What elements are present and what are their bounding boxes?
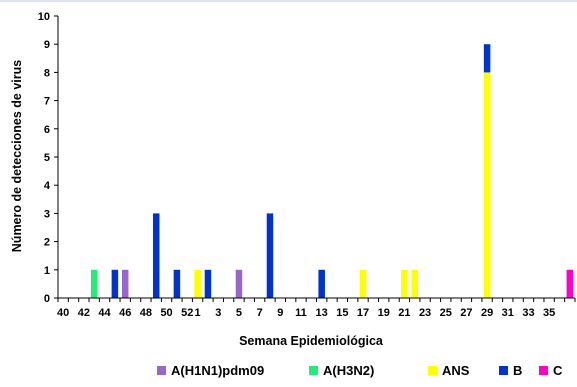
legend: A(H1N1)pdm09 A(H3N2) ANS B C [157,363,563,378]
x-tick-label: 50 [160,307,172,319]
bar-segment [483,72,491,299]
x-tick-label: 25 [440,307,452,319]
bar-segment [483,44,491,73]
y-tick-label: 7 [44,96,50,108]
legend-swatch [309,366,318,375]
y-axis-title: Número de detecciones de virus [10,60,24,252]
y-tick-label: 1 [44,265,50,277]
x-tick-label: 5 [236,307,242,319]
bar-segment [173,269,181,298]
y-tick-label: 2 [44,237,50,249]
x-tick-label: 42 [78,307,90,319]
x-tick-label: 15 [336,307,348,319]
x-tick-label: 27 [460,307,472,319]
bar-segment [90,269,98,298]
x-tick-label: 21 [398,307,410,319]
x-axis-title: Semana Epidemiológica [239,334,384,348]
legend-label: B [513,363,522,378]
x-tick-label: 13 [316,307,328,319]
bar-segment [194,269,201,298]
x-axis: 40 42 44 46 48 50 52 1 3 5 7 9 11 13 15 17 19 21 23 25 27 29 3… [57,297,576,319]
legend-label: ANS [442,363,470,378]
x-tick-label: 31 [502,307,514,319]
legend-swatch [157,366,166,375]
bar-segment [266,213,274,298]
y-tick-label: 0 [44,293,50,305]
bar-segment [111,269,119,298]
x-tick-label: 23 [419,307,431,319]
x-tick-label: 52 [181,307,193,319]
legend-label: A(H3N2) [323,363,374,378]
x-tick-label: 9 [277,307,283,319]
bar-segment [121,269,129,298]
legend-swatch [428,366,437,375]
x-tick-label: 40 [57,307,69,319]
x-tick-label: 29 [481,307,493,319]
y-tick-label: 8 [44,67,50,79]
bar-segment [401,269,408,298]
legend-item: C [539,363,563,378]
x-tick-label: 7 [257,307,263,319]
y-tick-label: 4 [44,180,51,192]
x-tick-label: 11 [295,307,307,319]
bar-segment [411,269,418,298]
x-tick-label: 33 [522,307,534,319]
x-tick-label: 19 [378,307,390,319]
y-axis: 0 1 2 3 4 5 6 7 8 9 10 [38,11,59,305]
plot-area [90,44,574,299]
x-tick-label: 17 [357,307,369,319]
y-tick-label: 6 [44,124,50,136]
bar-segment [359,269,367,298]
y-tick-label: 9 [44,39,50,51]
x-tick-label: 48 [140,307,152,319]
y-tick-label: 3 [44,208,50,220]
legend-item: B [499,363,522,378]
legend-label: C [553,363,563,378]
bar-segment [152,213,160,298]
x-tick-label: 44 [98,307,111,319]
legend-item: ANS [428,363,470,378]
legend-item: A(H1N1)pdm09 [157,363,264,378]
bar-segment [318,269,325,298]
y-tick-label: 10 [38,11,50,23]
legend-item: A(H3N2) [309,363,374,378]
x-tick-label: 1 [195,307,201,319]
x-tick-label: 35 [543,307,555,319]
y-tick-label: 5 [44,152,50,164]
bar-segment [566,269,574,298]
bar-segment [235,269,243,298]
legend-swatch [539,366,548,375]
x-tick-label: 46 [119,307,131,319]
bar-segment [204,269,212,298]
x-tick-label: 3 [215,307,221,319]
legend-swatch [499,366,508,375]
legend-label: A(H1N1)pdm09 [171,363,264,378]
